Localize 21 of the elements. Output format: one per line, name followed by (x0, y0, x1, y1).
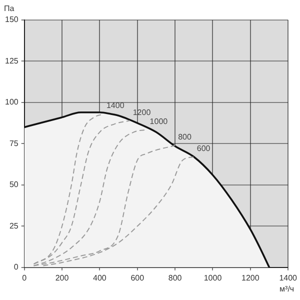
y-tick-label: 0 (14, 262, 19, 272)
x-tick-label: 1200 (242, 273, 260, 282)
x-axis-title: м³/ч (280, 284, 294, 294)
x-tick-label: 1000 (204, 273, 222, 282)
series-label: 1000 (150, 116, 168, 126)
x-tick-label: 1400 (279, 273, 298, 282)
y-tick-label: 150 (4, 15, 19, 24)
y-axis-title: Па (4, 4, 15, 14)
x-tick-label: 800 (168, 273, 182, 282)
y-tick-label: 100 (4, 98, 19, 107)
series-label: 800 (178, 132, 192, 142)
y-tick-label: 75 (9, 138, 19, 148)
series-label: 600 (196, 144, 211, 154)
x-tick-label: 0 (22, 273, 28, 282)
x-tick-label: 400 (93, 273, 107, 282)
x-tick-label: 200 (55, 273, 70, 282)
y-tick-label: 125 (4, 56, 19, 66)
y-tick-label: 50 (9, 180, 19, 190)
y-tick-label: 25 (9, 221, 19, 230)
series-label: 1400 (106, 101, 125, 110)
x-tick-label: 600 (130, 273, 145, 282)
